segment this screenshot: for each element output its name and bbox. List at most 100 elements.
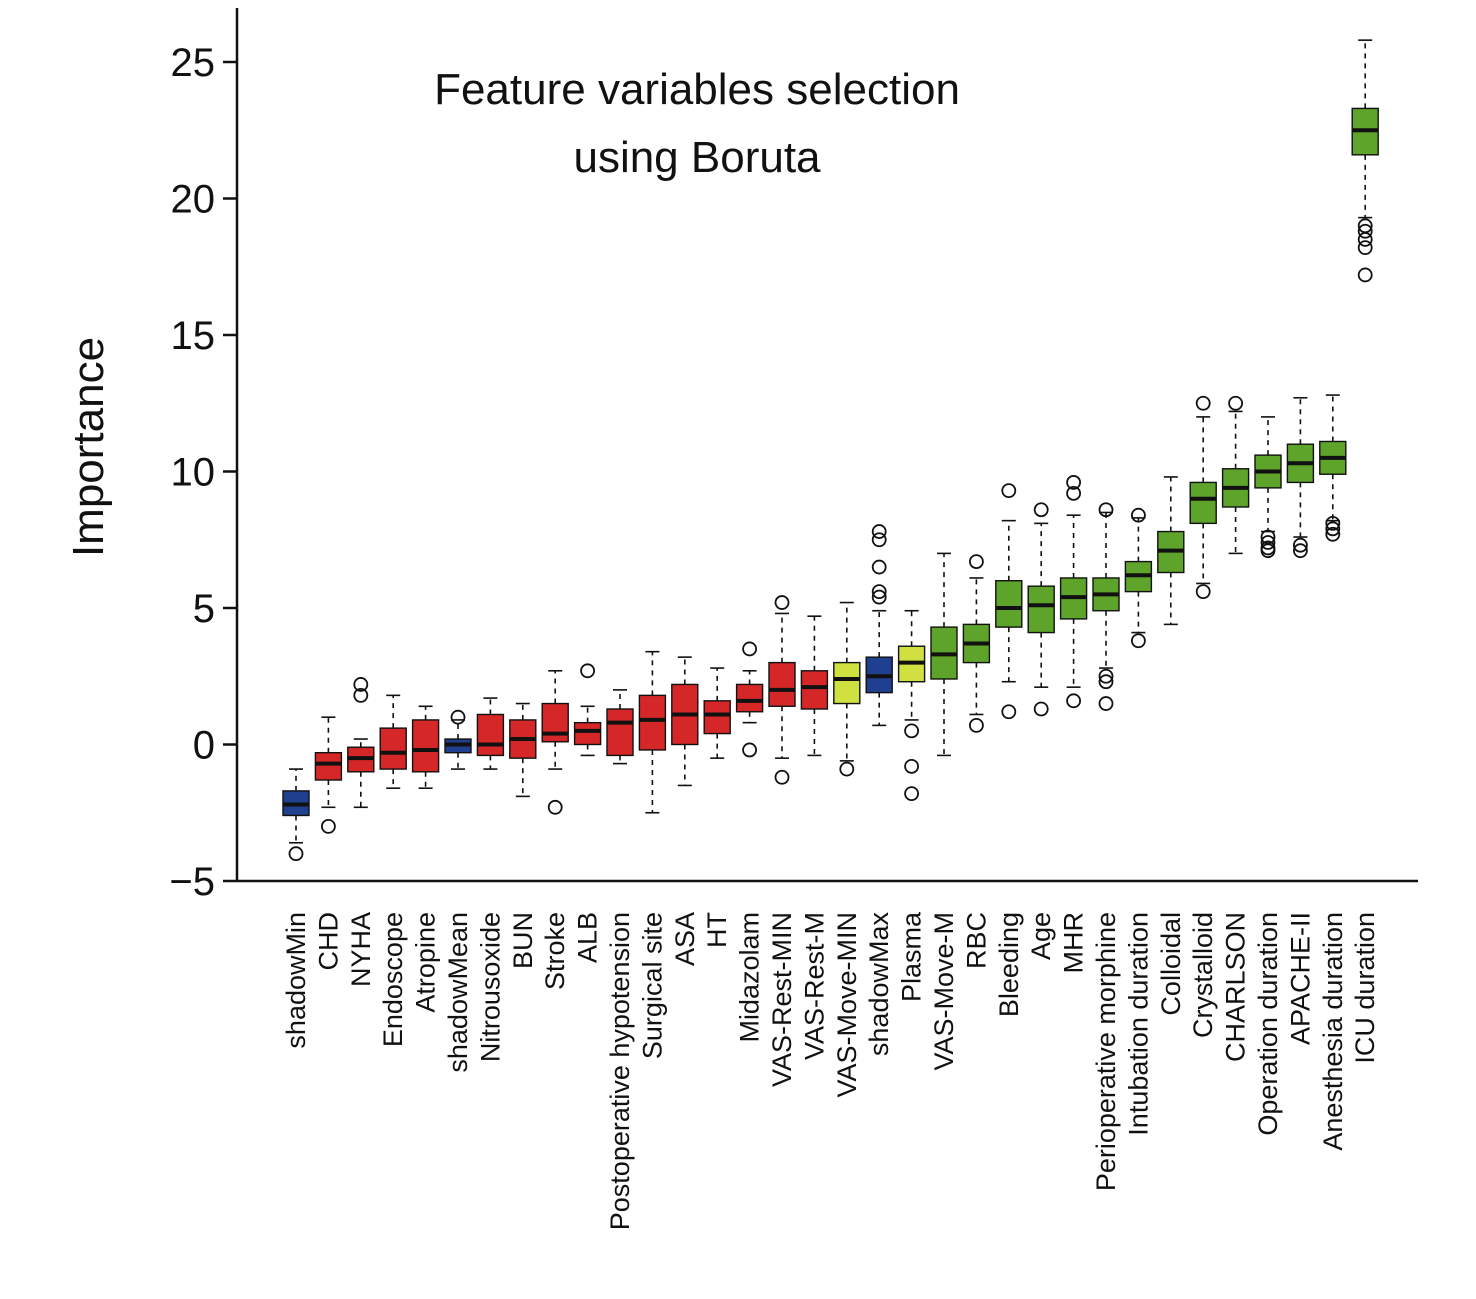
x-category-label: Age (1026, 912, 1056, 960)
x-category-label: VAS-Rest-M (799, 912, 829, 1060)
box-iqr (995, 580, 1023, 628)
x-category-label: BUN (508, 912, 538, 969)
x-category-label: Crystalloid (1188, 912, 1218, 1038)
outlier-point (1066, 475, 1081, 490)
box-nyha (347, 677, 375, 809)
outlier-point (1131, 633, 1146, 649)
outlier-point (580, 663, 595, 679)
outlier-point (969, 717, 984, 733)
box-endoscope (379, 694, 407, 789)
x-category-label: shadowMin (281, 912, 311, 1049)
box-colloidal (1157, 476, 1185, 626)
x-category-label: Intubation duration (1123, 912, 1153, 1136)
outlier-point (871, 584, 887, 600)
outlier-point (1033, 701, 1049, 717)
outlier-point (1325, 515, 1341, 531)
outlier-point (1325, 521, 1341, 537)
x-category-label: VAS-Move-M (929, 912, 959, 1071)
outlier-point (353, 687, 369, 703)
x-category-label: Postoperative hypotension (605, 912, 635, 1230)
outlier-point (742, 742, 757, 758)
box-chd (314, 716, 343, 834)
outlier-point (774, 595, 790, 610)
x-category-label: shadowMax (864, 912, 894, 1057)
outlier-point (1357, 267, 1373, 283)
box-vas-rest-min (768, 595, 796, 785)
x-category-label: Midazolam (735, 912, 765, 1043)
box-asa (671, 656, 699, 787)
y-axis: −5 0 5 10 15 20 25 (169, 8, 239, 904)
chart-title-line-1: Feature variables selection (434, 65, 960, 114)
outlier-point (1066, 485, 1081, 501)
box-bun (509, 702, 537, 798)
outlier-point (1260, 529, 1276, 545)
x-category-label: MHR (1059, 912, 1089, 974)
box-iqr (703, 700, 731, 735)
y-tick-label: 25 (171, 41, 216, 85)
outlier-point (1098, 668, 1114, 684)
outlier-point (1033, 502, 1049, 518)
x-category-label: Atropine (411, 912, 441, 1013)
outlier-point (1357, 240, 1373, 256)
outlier-point (1325, 526, 1341, 542)
x-category-label: Surgical site (637, 912, 667, 1059)
y-tick-label: 5 (193, 587, 215, 631)
box-iqr (735, 683, 764, 713)
outlier-point (1098, 674, 1114, 690)
box-nitrousoxide (476, 697, 505, 770)
outlier-point (450, 709, 466, 725)
box-shadowmean (444, 709, 472, 770)
x-category-label: Colloidal (1156, 912, 1186, 1016)
y-tick-label: 15 (171, 314, 216, 358)
y-axis-label: Importance (64, 337, 113, 557)
box-iqr (379, 727, 407, 770)
box-ht (703, 667, 731, 759)
outlier-point (871, 532, 887, 548)
x-category-label: CHD (313, 912, 343, 971)
outlier-point (839, 761, 855, 777)
box-crystalloid (1189, 395, 1217, 600)
box-plasma (897, 609, 926, 802)
outlier-point (1293, 537, 1308, 553)
box-bleeding (995, 483, 1023, 720)
x-category-label: Perioperative morphine (1091, 912, 1121, 1191)
outlier-point (320, 819, 336, 834)
outlier-point (969, 554, 984, 569)
box-icu-duration (1351, 39, 1379, 283)
outlier-point (1228, 395, 1243, 411)
x-category-label: Stroke (540, 912, 570, 990)
outlier-point (1001, 704, 1017, 720)
box-charlson (1221, 395, 1250, 555)
outlier-point (1195, 395, 1211, 411)
outlier-point (1293, 543, 1308, 559)
x-category-label: ALB (573, 912, 603, 963)
box-operation-duration (1254, 416, 1282, 559)
box-alb (573, 663, 602, 757)
outlier-point (1098, 696, 1114, 711)
outlier-point (1195, 584, 1211, 600)
box-iqr (476, 713, 505, 757)
box-midazolam (735, 641, 764, 758)
x-category-label: HT (702, 912, 732, 948)
x-category-label: ASA (670, 912, 700, 966)
box-vas-rest-m (800, 615, 829, 757)
outlier-point (742, 641, 757, 657)
y-tick-label: 10 (171, 451, 216, 495)
x-category-label: Endoscope (378, 912, 408, 1047)
x-category-label: ICU duration (1350, 912, 1380, 1064)
outlier-point (547, 799, 563, 815)
box-iqr (800, 670, 829, 710)
box-iqr (314, 751, 343, 781)
box-series (282, 39, 1379, 862)
y-tick-label: 0 (193, 724, 215, 768)
box-anesthesia-duration (1319, 394, 1347, 542)
x-category-label: RBC (961, 912, 991, 969)
outlier-point (871, 589, 887, 605)
outlier-point (871, 559, 887, 575)
box-iqr (411, 719, 440, 773)
box-iqr (768, 661, 796, 707)
x-category-label: VAS-Rest-MIN (767, 912, 797, 1087)
x-category-label: VAS-Move-MIN (832, 912, 862, 1098)
chart-title-line-2: using Boruta (573, 133, 821, 182)
